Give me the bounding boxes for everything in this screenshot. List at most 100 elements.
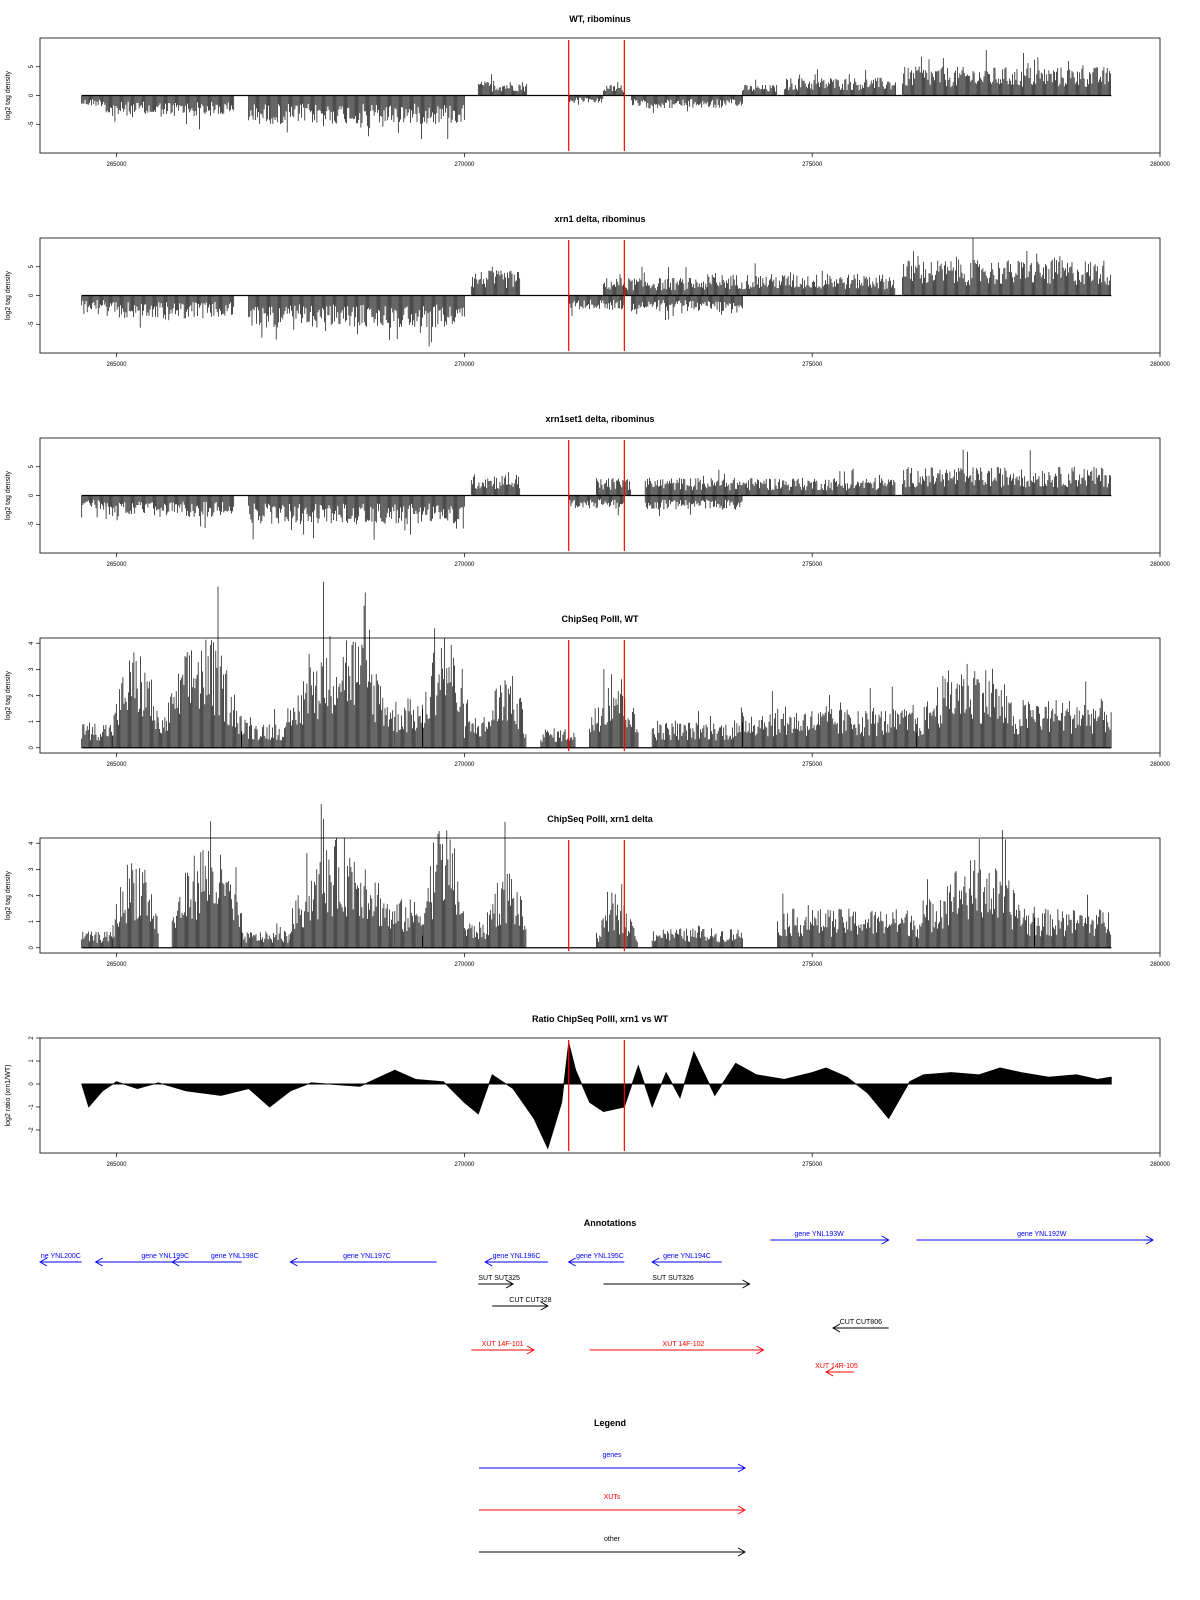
- y-axis-label: log2 tag density: [5, 470, 12, 520]
- chart-panel-2: xrn1 delta, ribominus log2 tag density -5 0…: [5, 214, 1171, 368]
- y-tick-label: 5: [29, 264, 35, 268]
- y-tick-label: 1: [29, 719, 35, 723]
- annotation-arrow: XUT 14R-105: [815, 1363, 858, 1377]
- y-tick-label: 4: [29, 841, 35, 845]
- y-tick-label: 5: [29, 64, 35, 68]
- plot-frame: [39, 1037, 1161, 1154]
- y-tick-label: 0: [29, 745, 35, 749]
- y-tick-label: 1: [29, 1059, 35, 1063]
- annotation-label: gene YNL194C: [663, 1253, 711, 1260]
- y-axis-label: log2 ratio (xrn1/WT): [5, 1065, 12, 1127]
- annotation-label: SUT SUT325: [478, 1275, 520, 1282]
- y-tick-label: -5: [29, 321, 35, 327]
- chart-panel-5: ChipSeq PolII, xrn1 delta log2 tag densit…: [5, 804, 1171, 968]
- panel-title: Ratio ChipSeq PolII, xrn1 vs WT: [532, 1014, 669, 1024]
- annotation-label: gene YNL193W: [794, 1231, 844, 1238]
- y-tick-label: 3: [29, 667, 35, 671]
- x-tick-label: 280000: [1150, 562, 1171, 568]
- legend-entry: XUTs: [479, 1494, 747, 1515]
- legend-arrow-head: [737, 1505, 747, 1515]
- y-tick-label: 2: [29, 1036, 35, 1040]
- arrow-head: [540, 1301, 549, 1311]
- panel-title: xrn1set1 delta, ribominus: [545, 414, 654, 424]
- legend-panel: Legend genes XUTs other: [479, 1418, 747, 1557]
- arrow-head: [171, 1257, 180, 1267]
- chart-panel-1: WT, ribominus log2 tag density -5 0 5 265000 2…: [5, 14, 1171, 168]
- legend-title: Legend: [594, 1418, 626, 1428]
- arrow-head: [94, 1257, 103, 1267]
- x-tick-label: 270000: [454, 562, 475, 568]
- chart-panel-4: ChipSeq PolII, WT log2 tag density 0 1 2 3 4 26…: [5, 581, 1171, 768]
- data-series: [81, 449, 1112, 540]
- y-axis-label: log2 tag density: [5, 670, 12, 720]
- y-tick-label: 0: [29, 93, 35, 97]
- annotation-label: gene YNL197C: [343, 1253, 391, 1260]
- annotation-arrow: gene YNL198C: [171, 1253, 259, 1267]
- annotation-arrow: gene YNL192W: [916, 1231, 1155, 1245]
- annotation-arrow: SUT SUT325: [478, 1275, 520, 1289]
- annotation-arrow: SUT SUT326: [603, 1275, 751, 1289]
- arrow-head: [756, 1345, 765, 1355]
- legend-label: XUTs: [604, 1494, 621, 1501]
- y-tick-label: 2: [29, 893, 35, 897]
- annotations-panel: Annotations ne YNL200C gene YNL199C gene Y…: [38, 1218, 1155, 1377]
- y-tick-label: -5: [29, 521, 35, 527]
- annotation-label: XUT 14F-101: [482, 1341, 524, 1348]
- legend-label: genes: [602, 1452, 622, 1459]
- ratio-area: [81, 1042, 1112, 1150]
- legend-label: other: [604, 1536, 621, 1543]
- y-axis-label: log2 tag density: [5, 870, 12, 920]
- panel-title: xrn1 delta, ribominus: [554, 214, 645, 224]
- arrow-head: [484, 1257, 493, 1267]
- y-axis-label: log2 tag density: [5, 70, 12, 120]
- y-tick-label: 2: [29, 693, 35, 697]
- chart-panel-6: Ratio ChipSeq PolII, xrn1 vs WT log2 rati…: [5, 1014, 1171, 1168]
- legend-arrow-head: [737, 1463, 747, 1473]
- x-tick-label: 265000: [107, 562, 128, 568]
- y-axis-label: log2 tag density: [5, 270, 12, 320]
- panel-title: WT, ribominus: [569, 14, 631, 24]
- annotation-label: SUT SUT326: [652, 1275, 694, 1282]
- arrow-head: [38, 1257, 48, 1267]
- annotation-arrow: gene YNL195C: [567, 1253, 625, 1267]
- y-tick-label: 0: [29, 493, 35, 497]
- arrow-head: [881, 1235, 890, 1245]
- annotation-label: ne YNL200C: [41, 1253, 81, 1260]
- x-tick-label: 275000: [802, 562, 823, 568]
- x-tick-label: 265000: [107, 1162, 128, 1168]
- arrow-head: [651, 1257, 660, 1267]
- data-series: [81, 238, 1112, 347]
- x-tick-label: 275000: [802, 162, 823, 168]
- x-tick-label: 265000: [107, 162, 128, 168]
- y-tick-label: -1: [29, 1104, 35, 1110]
- x-tick-label: 270000: [454, 962, 475, 968]
- annotation-arrow: gene YNL199C: [94, 1253, 207, 1267]
- x-tick-label: 280000: [1150, 1162, 1171, 1168]
- y-tick-label: -5: [29, 121, 35, 127]
- data-series: [81, 804, 1112, 949]
- annotation-label: gene YNL195C: [576, 1253, 624, 1260]
- y-tick-label: -2: [29, 1127, 35, 1133]
- x-tick-label: 275000: [802, 362, 823, 368]
- arrow-head: [832, 1323, 841, 1333]
- annotation-arrow: CUT CUT328: [492, 1297, 552, 1311]
- chart-panels: WT, ribominus log2 tag density -5 0 5 265000 2…: [5, 14, 1171, 1168]
- annotation-label: gene YNL192W: [1017, 1231, 1067, 1238]
- annotation-label: XUT 14R-105: [815, 1363, 858, 1370]
- x-tick-label: 270000: [454, 162, 475, 168]
- annotation-arrow: gene YNL193W: [770, 1231, 890, 1245]
- annotation-label: XUT 14F-102: [663, 1341, 705, 1348]
- data-series: [81, 581, 1112, 749]
- y-tick-label: 4: [29, 641, 35, 645]
- x-tick-label: 280000: [1150, 162, 1171, 168]
- panel-title: ChipSeq PolII, WT: [562, 614, 639, 624]
- y-tick-label: 0: [29, 1082, 35, 1086]
- annotation-arrow: gene YNL196C: [484, 1253, 548, 1267]
- arrow-head: [289, 1257, 298, 1267]
- y-tick-label: 0: [29, 293, 35, 297]
- annotation-label: CUT CUT806: [840, 1319, 882, 1326]
- y-tick-label: 5: [29, 464, 35, 468]
- legend-entry: other: [479, 1536, 747, 1557]
- x-tick-label: 275000: [802, 1162, 823, 1168]
